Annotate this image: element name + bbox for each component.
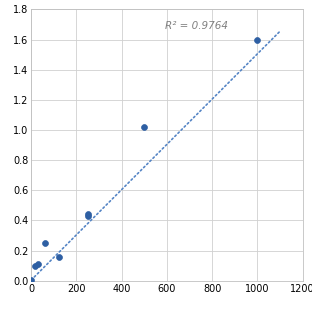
- Point: [29, 278, 34, 283]
- Point: [142, 124, 147, 129]
- Point: [57, 254, 62, 259]
- Point: [36, 262, 41, 267]
- Point: [32, 263, 37, 268]
- Point: [255, 38, 260, 43]
- Point: [85, 213, 90, 218]
- Text: R² = 0.9764: R² = 0.9764: [165, 22, 228, 32]
- Point: [43, 241, 48, 246]
- Point: [85, 212, 90, 217]
